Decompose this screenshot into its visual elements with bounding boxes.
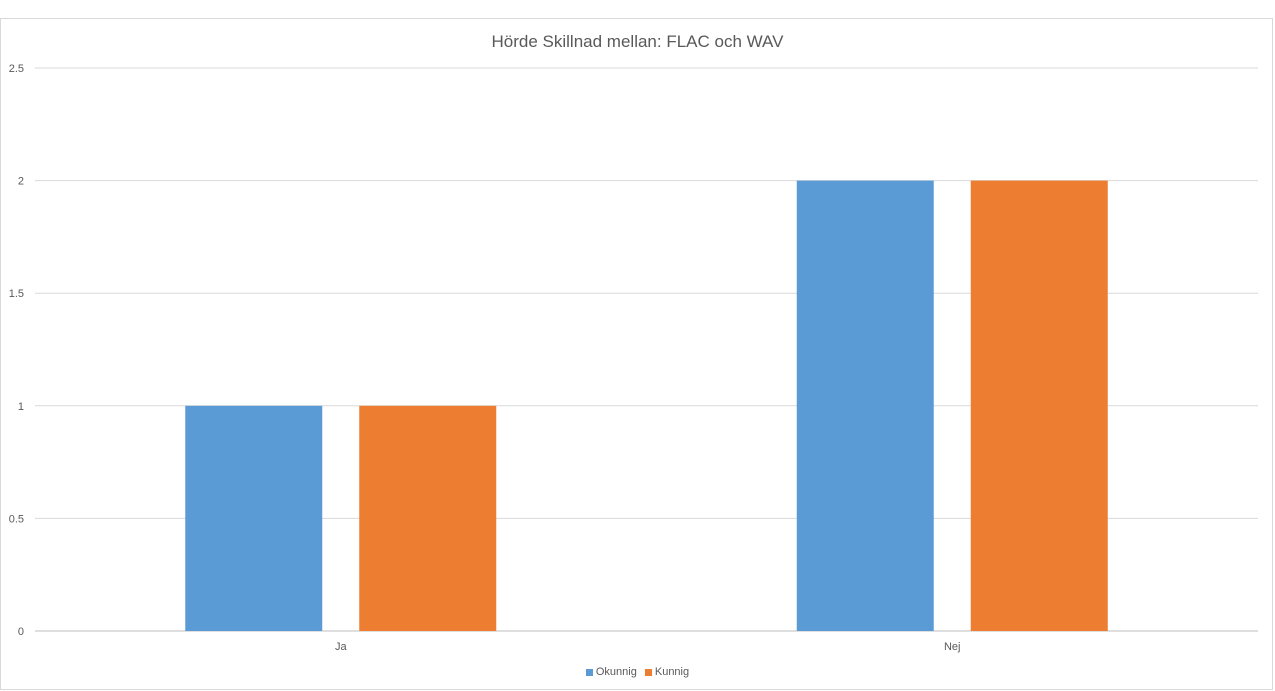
legend-label: Okunnig [595,666,637,678]
x-category-label: Ja [335,641,348,653]
legend: Okunnig Kunnig [0,666,1275,679]
bars [185,180,1108,631]
x-category-label: Nej [944,641,961,653]
chart-title: Hörde Skillnad mellan: FLAC och WAV [491,32,784,51]
y-tick-label: 0.5 [9,513,24,525]
y-axis-ticks: 0 0.5 1 1.5 2 2.5 [9,63,24,638]
legend-swatch [644,668,652,676]
legend-item-kunnig: Kunnig [644,666,690,678]
legend-swatch [585,668,593,676]
y-tick-label: 2 [18,176,24,188]
x-axis-categories: Ja Nej [335,641,961,653]
legend-label: Kunnig [654,666,690,678]
y-tick-label: 0 [18,626,24,638]
y-tick-label: 1 [18,401,24,413]
bar-okunnig-nej [796,180,934,631]
bar-kunnig-nej [970,180,1108,631]
y-tick-label: 1.5 [9,288,24,300]
legend-item-okunnig: Okunnig [585,666,637,678]
y-tick-label: 2.5 [9,63,24,75]
bar-okunnig-ja [185,405,323,631]
bar-kunnig-ja [359,405,497,631]
